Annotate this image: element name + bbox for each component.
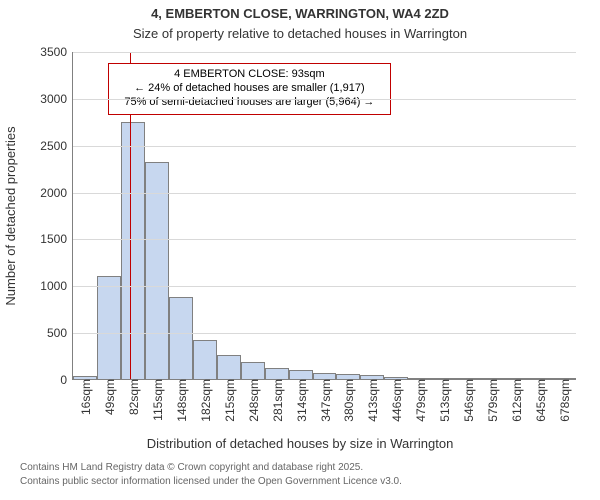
bar-slot: 546sqm <box>456 52 480 379</box>
x-tick-label: 645sqm <box>532 379 548 422</box>
bar <box>97 276 121 379</box>
y-tick-label: 3000 <box>40 92 73 106</box>
y-tick-label: 500 <box>47 326 73 340</box>
y-tick-label: 0 <box>60 373 73 387</box>
gridline <box>73 99 576 100</box>
x-tick-label: 148sqm <box>173 379 189 422</box>
gridline <box>73 193 576 194</box>
x-tick-label: 579sqm <box>484 379 500 422</box>
chart-title: 4, EMBERTON CLOSE, WARRINGTON, WA4 2ZD <box>0 6 600 21</box>
chart-container: { "title": { "main": "4, EMBERTON CLOSE,… <box>0 0 600 500</box>
y-tick-label: 1500 <box>40 232 73 246</box>
x-tick-label: 314sqm <box>293 379 309 422</box>
x-axis-label: Distribution of detached houses by size … <box>0 436 600 451</box>
gridline <box>73 333 576 334</box>
x-tick-label: 380sqm <box>340 379 356 422</box>
bar <box>265 368 289 379</box>
bar-slot: 579sqm <box>480 52 504 379</box>
y-tick-label: 3500 <box>40 45 73 59</box>
x-tick-label: 446sqm <box>388 379 404 422</box>
x-tick-label: 546sqm <box>460 379 476 422</box>
x-tick-label: 248sqm <box>245 379 261 422</box>
x-tick-label: 281sqm <box>269 379 285 422</box>
annotation-line1: 4 EMBERTON CLOSE: 93sqm <box>113 68 385 82</box>
bar-slot: 612sqm <box>504 52 528 379</box>
bar <box>121 122 145 379</box>
x-tick-label: 347sqm <box>317 379 333 422</box>
bar-slot: 16sqm <box>73 52 97 379</box>
x-tick-label: 413sqm <box>364 379 380 422</box>
bar <box>217 355 241 379</box>
y-tick-label: 1000 <box>40 279 73 293</box>
gridline <box>73 146 576 147</box>
x-tick-label: 49sqm <box>101 379 117 415</box>
x-tick-label: 182sqm <box>197 379 213 422</box>
footnote-line2: Contains public sector information licen… <box>20 476 402 487</box>
x-tick-label: 16sqm <box>77 379 93 415</box>
x-tick-label: 678sqm <box>556 379 572 422</box>
footnote-line1: Contains HM Land Registry data © Crown c… <box>20 462 363 473</box>
x-tick-label: 115sqm <box>149 379 165 421</box>
bar <box>145 162 169 379</box>
bar-slot: 645sqm <box>528 52 552 379</box>
annotation-box: 4 EMBERTON CLOSE: 93sqm ← 24% of detache… <box>108 63 390 114</box>
bar <box>289 370 313 379</box>
chart-subtitle: Size of property relative to detached ho… <box>0 26 600 41</box>
gridline <box>73 239 576 240</box>
bar-slot: 513sqm <box>432 52 456 379</box>
plot-area: 16sqm49sqm82sqm115sqm148sqm182sqm215sqm2… <box>72 52 576 380</box>
bar-slot: 678sqm <box>552 52 576 379</box>
bar-slot: 479sqm <box>408 52 432 379</box>
annotation-line2: ← 24% of detached houses are smaller (1,… <box>113 82 385 96</box>
x-tick-label: 82sqm <box>125 379 141 415</box>
x-tick-label: 479sqm <box>412 379 428 422</box>
gridline <box>73 286 576 287</box>
x-tick-label: 513sqm <box>436 379 452 422</box>
bar <box>169 297 193 379</box>
y-tick-label: 2500 <box>40 139 73 153</box>
gridline <box>73 52 576 53</box>
x-tick-label: 612sqm <box>508 379 524 422</box>
x-tick-label: 215sqm <box>221 379 237 422</box>
bar <box>193 340 217 379</box>
bar <box>241 362 265 379</box>
y-axis-label: Number of detached properties <box>3 126 18 305</box>
y-tick-label: 2000 <box>40 186 73 200</box>
